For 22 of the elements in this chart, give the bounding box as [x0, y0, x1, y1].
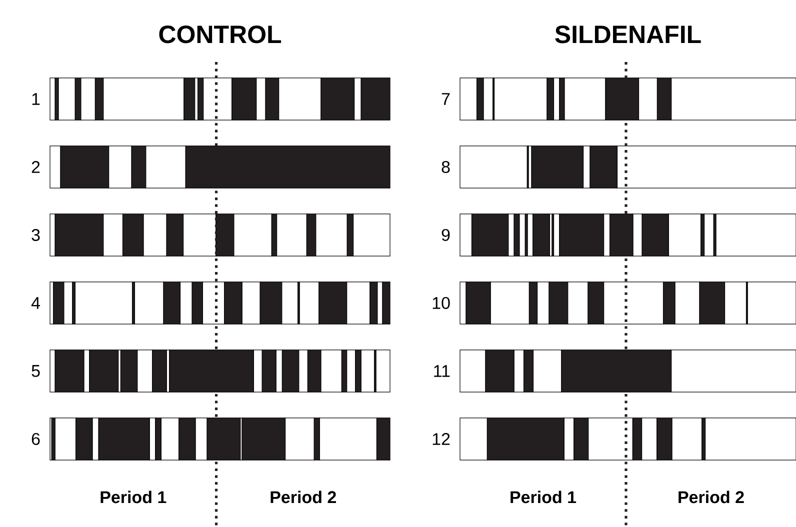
annotation: Period 2 [270, 490, 336, 504]
y-tick-label: 2 [32, 161, 40, 173]
y-tick-label: 3 [32, 228, 40, 242]
bar [460, 146, 528, 188]
y-tick-label: 11 [434, 365, 450, 377]
annotation: Period 2 [678, 490, 744, 504]
annotation: Period 1 [100, 490, 166, 504]
annotation: Period 1 [510, 490, 576, 504]
chart-title: SILDENAFIL [555, 26, 701, 44]
bar [74, 282, 133, 324]
bar [704, 214, 714, 256]
y-tick-label: 9 [442, 228, 450, 242]
chart-title: CONTROL [159, 26, 282, 44]
y-tick-label: 7 [442, 93, 450, 105]
bar [50, 78, 56, 120]
y-tick-label: 8 [442, 160, 450, 174]
y-tick-label: 4 [31, 297, 40, 309]
y-tick-label: 6 [32, 432, 40, 446]
y-tick-label: 1 [32, 93, 40, 105]
y-tick-label: 5 [32, 365, 40, 377]
y-tick-label: 12 [432, 433, 450, 445]
y-tick-label: 10 [432, 296, 450, 310]
